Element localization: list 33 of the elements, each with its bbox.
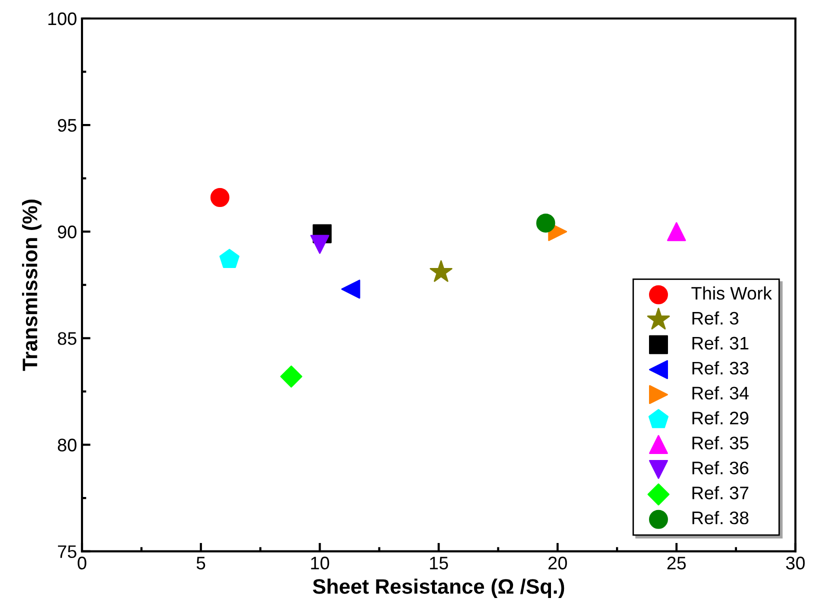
- point: [210, 188, 230, 207]
- y-axis-title: Transmission (%): [22, 200, 42, 371]
- y-tick-label: 80: [58, 438, 76, 452]
- point: [667, 222, 686, 242]
- x-axis-title: Sheet Resistance (Ω /Sq.): [312, 578, 564, 598]
- point: [536, 214, 556, 233]
- legend-label: Ref. 35: [692, 436, 748, 450]
- point: [430, 260, 452, 282]
- legend-label: Ref. 38: [692, 511, 748, 524]
- point: [280, 366, 302, 388]
- x-tick-label: 10: [311, 556, 330, 570]
- x-tick-label: 20: [548, 556, 567, 570]
- y-tick-label: 100: [48, 12, 76, 26]
- x-tick-label: 25: [667, 556, 686, 570]
- y-tick-label: 95: [58, 118, 76, 132]
- y-tick-label: 75: [58, 545, 76, 558]
- point: [341, 280, 360, 299]
- x-tick-label: 0: [78, 556, 86, 570]
- legend-label: Ref. 31: [692, 336, 748, 350]
- point: [219, 248, 240, 268]
- y-tick-label: 85: [58, 332, 76, 345]
- y-tick-label: 90: [58, 226, 76, 238]
- x-tick-label: 30: [786, 556, 805, 570]
- legend-label: Ref. 29: [692, 411, 748, 424]
- legend-label: Ref. 3: [692, 311, 738, 325]
- legend-label: Ref. 37: [692, 486, 748, 500]
- x-tick-label: 15: [430, 556, 448, 570]
- legend-label: This Work: [691, 286, 772, 300]
- point: [310, 234, 330, 254]
- legend-label: Ref. 34: [692, 386, 749, 400]
- x-tick-label: 5: [196, 556, 206, 570]
- legend-label: Ref. 36: [692, 461, 748, 474]
- legend-label: Ref. 33: [692, 361, 748, 375]
